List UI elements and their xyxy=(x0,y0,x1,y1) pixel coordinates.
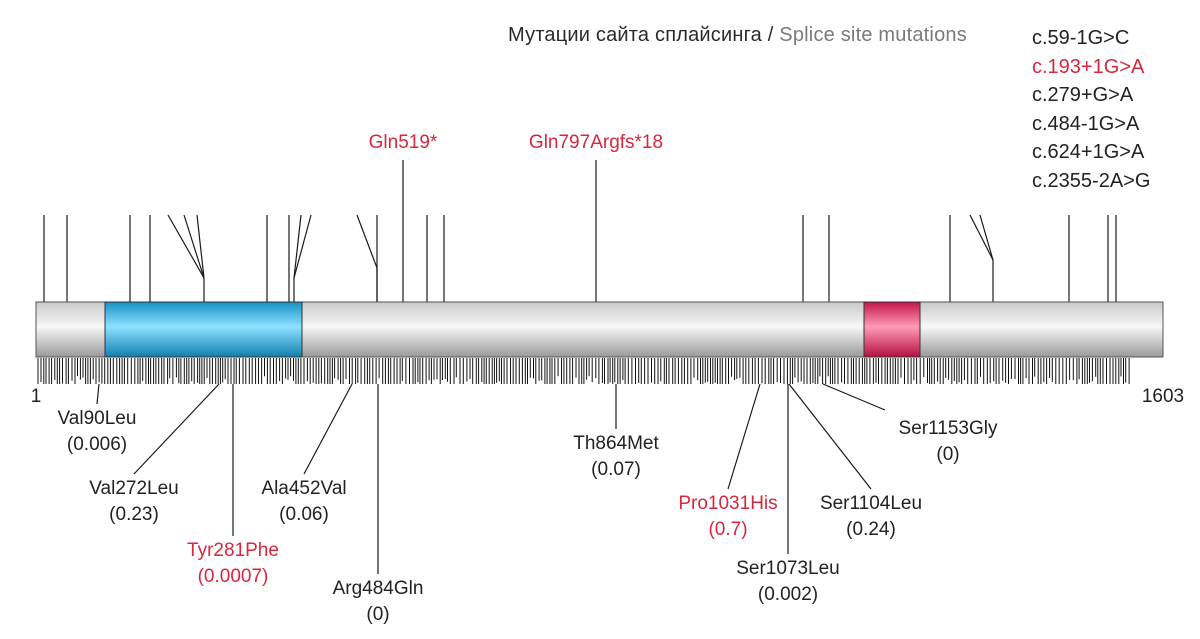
mutation-leader-line xyxy=(727,383,761,490)
mutation-score-label: (0) xyxy=(936,444,959,465)
splice-mutation-list: c.59-1G>C c.193+1G>A c.279+G>A c.484-1G>A c.… xyxy=(1032,24,1150,195)
protein-start-label: 1 xyxy=(31,386,42,407)
mutation-leader-line xyxy=(133,383,220,475)
top-mutation-label: Gln797Argfs*18 xyxy=(529,132,663,153)
splice-site-header: Мутации сайта сплайсинга / Splice site m… xyxy=(508,24,967,47)
splice-mutation-item: c.2355-2A>G xyxy=(1032,169,1151,192)
polymorphism-barcode xyxy=(37,358,1130,384)
mutation-leader-line xyxy=(788,383,872,490)
mutation-name-label: Val90Leu xyxy=(58,408,137,429)
mutation-score-label: (0.06) xyxy=(279,504,329,525)
mutation-score-label: (0) xyxy=(366,604,389,625)
mutation-name-label: Val272Leu xyxy=(89,478,178,499)
mutation-stem xyxy=(183,214,205,279)
mutation-score-label: (0.24) xyxy=(846,519,896,540)
mutation-score-label: (0.23) xyxy=(109,504,159,525)
mutation-stem xyxy=(979,214,994,261)
mutation-leader-line xyxy=(822,383,886,411)
mutation-name-label: Th864Met xyxy=(573,433,659,454)
mutation-stem xyxy=(167,214,205,279)
mutation-name-label: Ser1104Leu xyxy=(820,493,922,514)
protein-domain xyxy=(863,301,921,358)
mutation-name-label: Ser1153Gly xyxy=(899,418,998,439)
mutation-score-label: (0.0007) xyxy=(198,566,269,587)
top-mutation-label: Gln519* xyxy=(369,132,438,153)
splice-mutation-item: c.279+G>A xyxy=(1032,84,1134,106)
splice-header-separator: / xyxy=(767,24,774,46)
splice-mutation-item: c.624+1G>A xyxy=(1032,141,1145,163)
splice-mutation-item: c.193+1G>A xyxy=(1032,55,1145,78)
mutation-name-label: Arg484Gln xyxy=(333,578,424,599)
protein-end-label: 1603 xyxy=(1142,386,1184,407)
mutation-leader-line xyxy=(303,383,353,475)
mutation-leader-line xyxy=(96,383,100,405)
splice-mutation-item: c.484-1G>A xyxy=(1032,112,1140,135)
mutation-stem xyxy=(356,214,378,269)
mutation-stem xyxy=(293,214,312,279)
mutation-stem xyxy=(293,214,302,279)
splice-header-en: Splice site mutations xyxy=(779,24,967,46)
mutation-name-label: Tyr281Phe xyxy=(187,540,279,561)
mutation-stem xyxy=(969,214,994,261)
mutation-score-label: (0.002) xyxy=(758,584,818,605)
mutation-name-label: Ala452Val xyxy=(261,478,346,499)
protein-domain xyxy=(104,301,303,358)
splice-header-ru: Мутации сайта сплайсинга xyxy=(508,24,762,46)
splice-mutation-item: c.59-1G>C xyxy=(1032,27,1130,49)
mutation-name-label: Pro1031His xyxy=(678,493,777,514)
mutation-stem xyxy=(196,214,205,279)
mutation-score-label: (0.006) xyxy=(67,434,127,455)
mutation-score-label: (0.07) xyxy=(591,459,641,480)
mutation-score-label: (0.7) xyxy=(708,519,747,540)
mutation-name-label: Ser1073Leu xyxy=(736,558,840,579)
